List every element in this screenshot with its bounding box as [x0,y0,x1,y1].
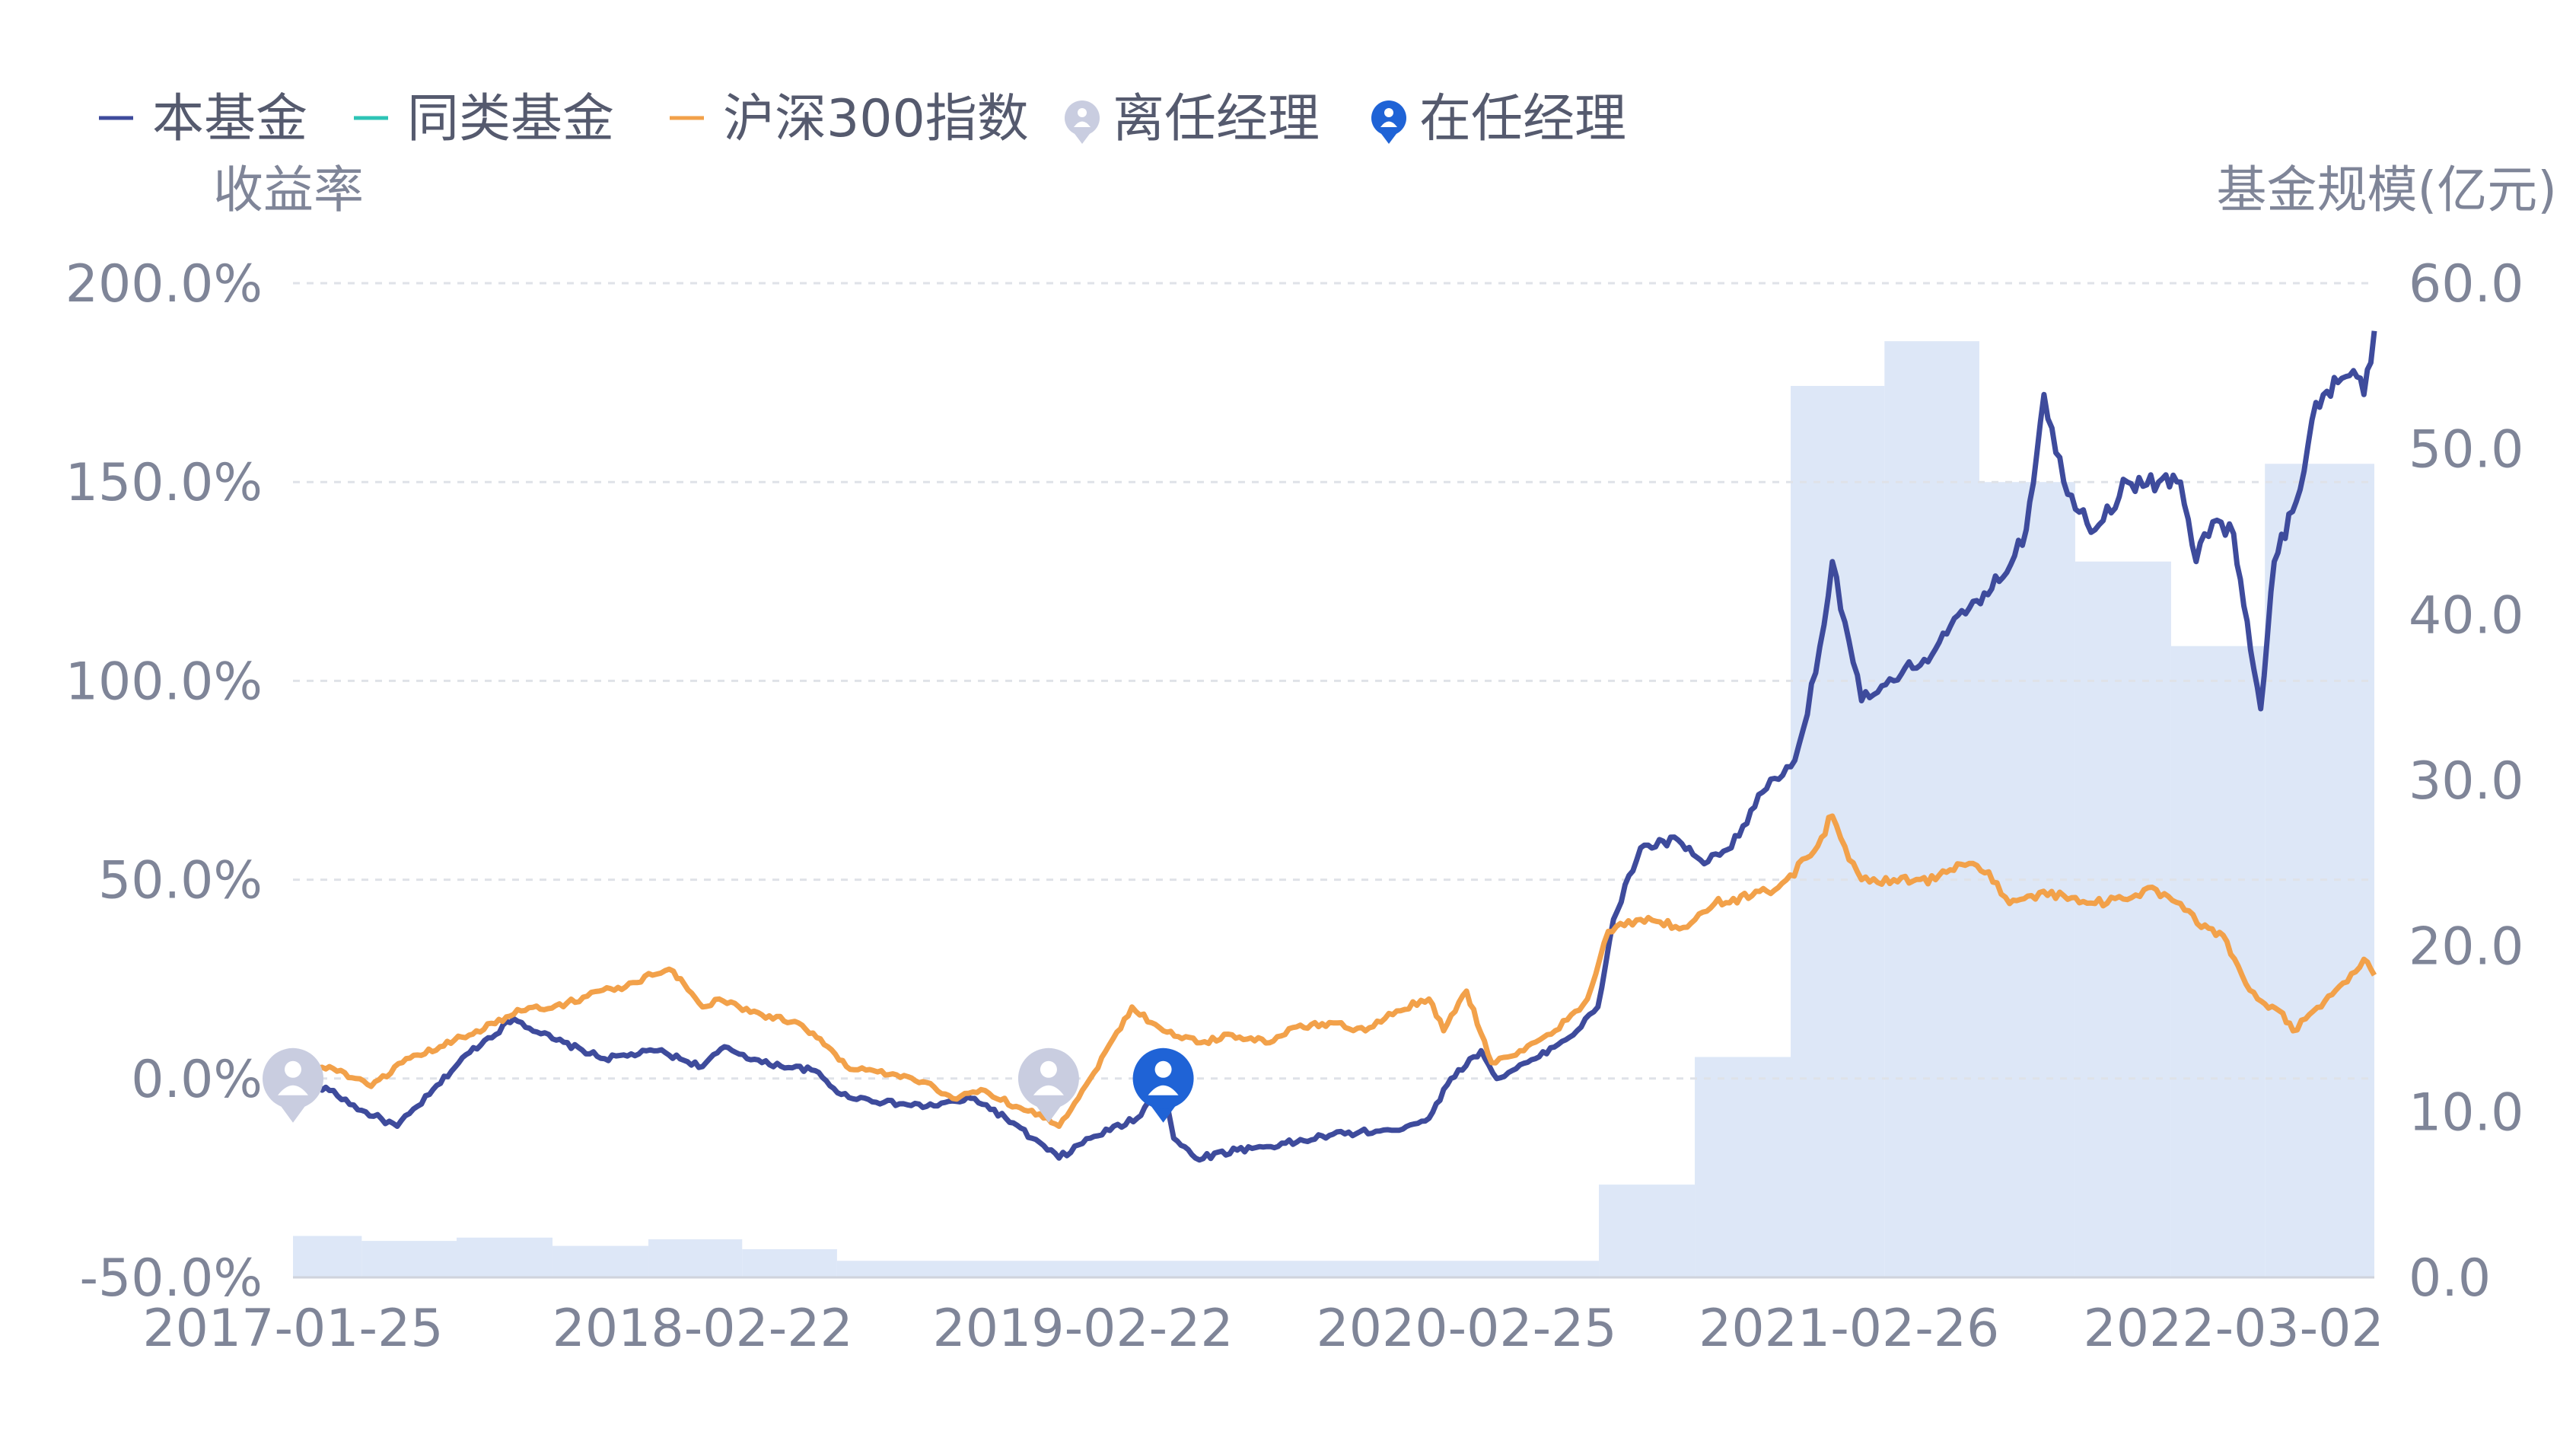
legend-label: 本基金 [152,89,307,149]
series-line-0 [291,330,2377,1163]
legend[interactable]: 本基金 同类基金 沪深300指数 离任经理 在任经理 [99,89,1626,149]
x-tick-label: 2017-01-25 [142,1299,443,1359]
fund-size-bar [1884,341,1979,1277]
legend-label: 在任经理 [1419,89,1626,149]
x-tick-label: 2020-02-25 [1317,1299,1617,1359]
fund-size-bar [2170,646,2266,1277]
fund-size-bar [552,1245,649,1277]
legend-item-index[interactable]: 沪深300指数 [670,89,1029,149]
left-tick-label: 100.0% [65,652,263,712]
legend-label: 同类基金 [407,89,614,149]
x-tick-label: 2018-02-22 [552,1299,853,1359]
x-tick-label: 2022-03-02 [2084,1299,2384,1359]
left-axis-title: 收益率 [213,161,364,219]
right-tick-label: 50.0 [2409,420,2523,480]
right-tick-label: 0.0 [2409,1248,2491,1309]
legend-label: 离任经理 [1113,89,1320,149]
left-tick-label: 50.0% [98,851,263,911]
x-tick-label: 2021-02-26 [1699,1299,1999,1359]
fund-size-bar [361,1241,457,1277]
manager-markers [263,1047,1194,1123]
grid-lines [293,282,2374,1279]
fund-size-bar [836,1261,1600,1277]
left-tick-label: -50.0% [79,1248,263,1309]
right-tick-label: 10.0 [2409,1082,2523,1143]
current-manager-marker[interactable] [1132,1047,1194,1123]
legend-item-fund[interactable]: 本基金 [99,89,307,149]
right-axis-title: 基金规模(亿元) [2217,161,2558,219]
right-tick-label: 40.0 [2409,585,2523,646]
right-tick-label: 20.0 [2409,917,2523,977]
fund-size-bar [2074,561,2171,1277]
legend-item-peer[interactable]: 同类基金 [354,89,614,149]
left-tick-label: 0.0% [131,1050,263,1110]
right-tick-label: 60.0 [2409,254,2523,314]
fund-size-bar [2265,464,2374,1278]
fund-size-bar [648,1239,743,1277]
fund-size-bar [1599,1185,1696,1277]
former-manager-marker[interactable] [263,1047,323,1123]
legend-item-former[interactable]: 离任经理 [1065,89,1320,149]
fund-size-bar [742,1248,837,1277]
legend-label: 沪深300指数 [723,89,1029,149]
legend-item-current[interactable]: 在任经理 [1371,89,1626,149]
fund-size-bar [457,1237,553,1277]
series-line-2 [291,813,2377,1129]
axes: 200.0% 150.0% 100.0% 50.0% 0.0% -50.0% 60.0 50.… [65,254,2524,1359]
former-manager-marker[interactable] [1017,1047,1079,1123]
series-lines [291,330,2377,1163]
left-tick-label: 150.0% [65,453,263,513]
fund-size-bars [293,341,2374,1278]
fund-size-bar [1695,1057,1791,1277]
left-tick-label: 200.0% [65,254,263,314]
right-tick-label: 30.0 [2409,751,2523,811]
fund-size-bar [293,1236,362,1277]
x-tick-label: 2019-02-22 [933,1299,1234,1359]
